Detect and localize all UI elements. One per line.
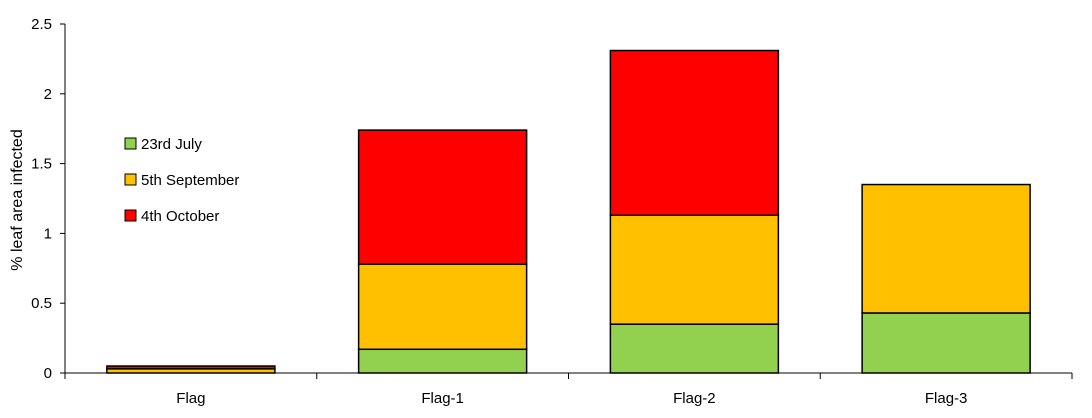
y-tick-label: 1 [44, 225, 52, 242]
bar-segment-flag-1-series-3 [357, 129, 528, 265]
legend-swatch [124, 209, 137, 222]
bar-segment-flag-series-3 [106, 365, 276, 370]
legend: 23rd July 5th September 4th October [124, 136, 239, 225]
legend-label: 4th October [141, 208, 219, 225]
legend-swatch [124, 173, 137, 186]
legend-swatch [124, 137, 137, 150]
x-category-label: Flag-3 [925, 390, 968, 407]
bar-segment-flag-1-series-1 [357, 348, 528, 374]
bar-segment-flag-2-series-1 [609, 323, 780, 374]
y-tick-label: 0 [44, 365, 52, 382]
bar-segment-flag-2-series-2 [609, 214, 780, 325]
legend-label: 23rd July [141, 136, 202, 153]
axes-layer: 0 0.5 1 1.5 2 2.5 Flag Flag-1 Flag-2 Flag-3 [31, 16, 1073, 407]
bars-layer [106, 49, 1031, 374]
bar-segment-flag-2-series-3 [609, 49, 780, 217]
bar-segment-flag-1-series-2 [357, 263, 528, 351]
x-category-label: Flag [176, 390, 205, 407]
legend-label: 5th September [141, 172, 239, 189]
y-tick-label: 0.5 [31, 295, 52, 312]
x-category-label: Flag-1 [421, 390, 464, 407]
x-category-label: Flag-2 [673, 390, 716, 407]
y-axis-title: % leaf area infected [9, 129, 26, 270]
bar-segment-flag-3-series-2 [861, 183, 1031, 314]
y-tick-label: 1.5 [31, 156, 52, 173]
bar-segment-flag-3-series-1 [861, 312, 1031, 374]
y-tick-label: 2.5 [31, 16, 52, 33]
y-tick-label: 2 [44, 86, 52, 103]
